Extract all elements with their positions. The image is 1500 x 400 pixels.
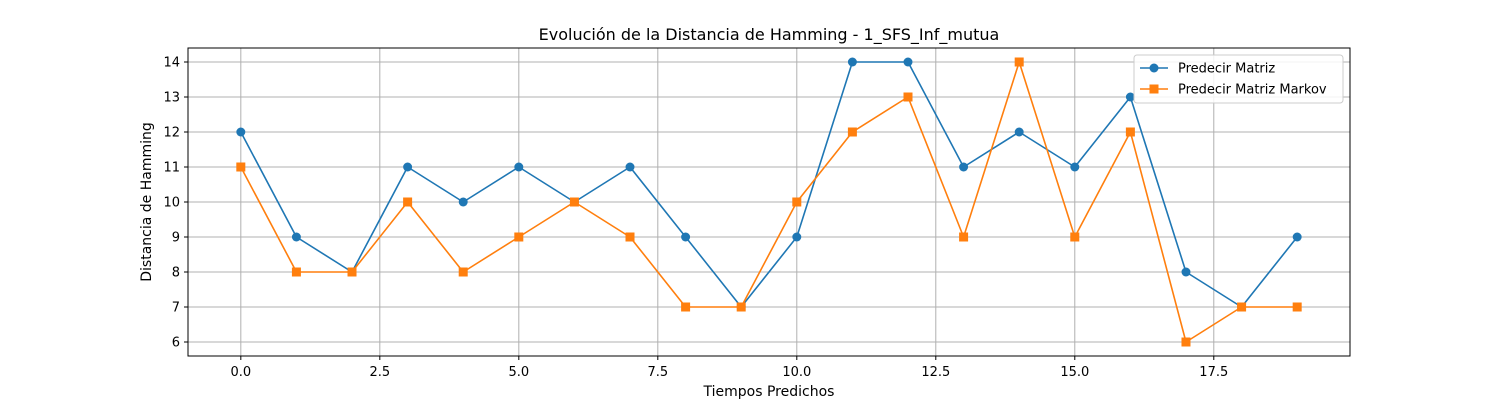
series-line [240,61,1298,343]
y-tick-label: 6 [172,336,180,351]
chart-title: Evolución de la Distancia de Hamming - 1… [539,25,1000,45]
data-point [792,232,802,242]
data-point [681,302,691,312]
data-point [625,232,635,242]
y-tick-label: 12 [163,126,180,141]
x-tick-label: 2.5 [369,365,390,380]
y-tick-label: 14 [163,56,180,71]
data-point [514,162,524,172]
y-tick-label: 7 [172,301,180,316]
x-tick-label: 7.5 [647,365,668,380]
legend-label: Predecir Matriz Markov [1178,83,1327,98]
data-point [736,302,746,312]
data-point [569,197,579,207]
data-point [959,162,969,172]
data-point [1237,302,1247,312]
ticks: 0.0 2.5 5.0 7.5 10.0 12.5 15.0 17.5 6 7 8 9 10 11 12 13… [163,56,1228,381]
data-point [403,197,413,207]
data-point [1014,57,1024,67]
data-point [1014,127,1024,137]
legend-marker [1149,84,1159,94]
y-axis-label: Distancia de Hamming [139,122,155,282]
data-point [1181,267,1191,277]
x-tick-label: 10.0 [782,365,811,380]
data-point [625,162,635,172]
series-group [236,57,1302,347]
y-tick-label: 9 [172,231,180,246]
data-point [291,267,301,277]
data-point [1125,92,1135,102]
data-point [347,267,357,277]
series-2 [236,57,1302,347]
legend: Predecir Matriz Predecir Matriz Markov [1133,54,1344,104]
data-point [959,232,969,242]
legend-box [1133,54,1344,104]
data-point [847,127,857,137]
data-point [1292,232,1302,242]
data-point [847,57,857,67]
data-point [403,162,413,172]
y-tick-label: 8 [172,266,180,281]
data-point [1070,162,1080,172]
data-point [1181,337,1191,347]
x-tick-label: 5.0 [508,365,529,380]
data-point [514,232,524,242]
data-point [903,92,913,102]
data-point [236,162,246,172]
data-point [1125,127,1135,137]
x-tick-label: 12.5 [921,365,950,380]
data-point [458,197,468,207]
x-axis-label: Tiempos Predichos [703,384,835,400]
x-tick-label: 0.0 [230,365,251,380]
y-tick-label: 13 [163,91,180,106]
data-point [291,232,301,242]
data-point [1292,302,1302,312]
x-tick-label: 17.5 [1199,365,1228,380]
y-tick-label: 10 [163,196,180,211]
data-point [681,232,691,242]
x-tick-label: 15.0 [1060,365,1089,380]
y-tick-label: 11 [163,161,180,176]
legend-label: Predecir Matriz [1178,62,1275,77]
data-point [792,197,802,207]
data-point [236,127,246,137]
data-point [1070,232,1080,242]
series-line [240,61,1298,308]
data-point [458,267,468,277]
data-point [903,57,913,67]
legend-marker [1149,63,1159,73]
